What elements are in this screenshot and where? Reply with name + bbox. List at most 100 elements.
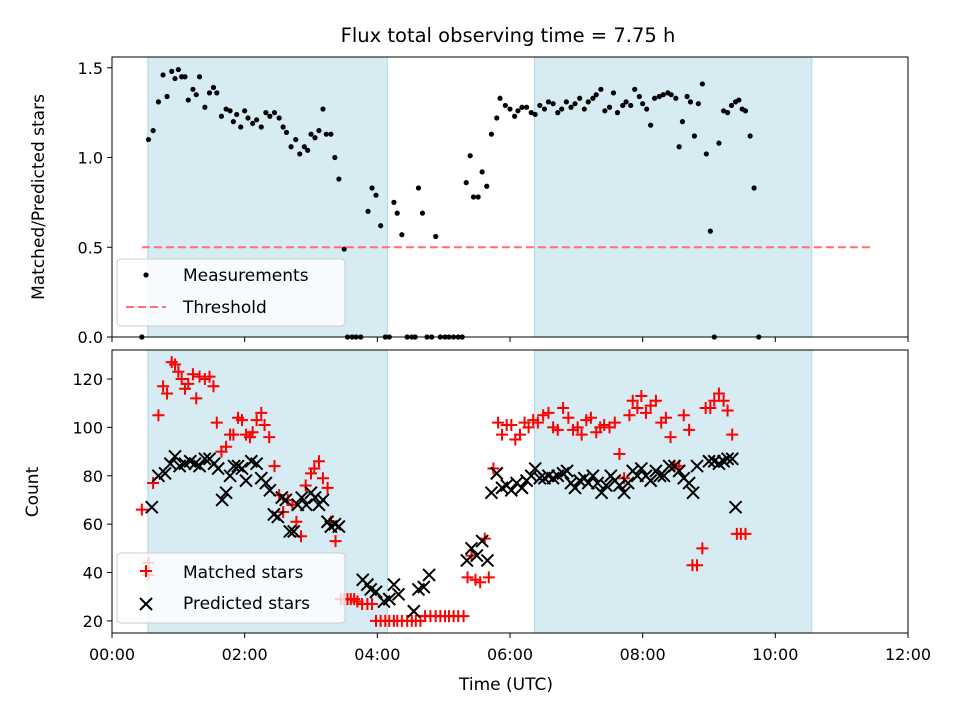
matched-star-point [626,394,639,407]
measurement-point [479,169,485,175]
ratio-panel: 0.0 0.5 1.0 1.5 Flux total observing time =… [29,24,909,347]
measurement-point [494,115,500,121]
matched-star-point [227,428,240,441]
measurement-point [581,106,587,112]
predicted-star-point [490,466,504,481]
measurement-point [164,93,170,100]
predicted-star-point [249,456,264,471]
matched-star-point [613,448,626,461]
predicted-star-point [612,478,627,493]
measurement-point [301,144,307,150]
matched-star-point [659,411,672,424]
measurement-point [632,86,638,92]
measurement-point [193,92,199,98]
measurement-point [507,106,513,112]
measurement-point [691,133,698,139]
measurement-point [523,104,530,110]
count-y-tick-label: 40 [83,564,103,583]
predicted-star-point [259,476,273,490]
predicted-star-point [599,478,613,493]
measurement-point [276,115,282,121]
measurement-point [267,113,273,119]
matched-star-point [513,428,526,441]
legend-label-threshold: Threshold [182,298,267,318]
ratio-legend-box [116,258,346,327]
measurement-point [497,95,503,101]
count-y-tick-label: 60 [83,515,103,534]
legend-marker-matched [140,565,152,577]
measurement-point [519,104,525,110]
legend-marker-predicted [139,597,153,611]
measurement-point [660,92,666,98]
predicted-star-point [287,524,301,539]
predicted-star-point [475,534,489,548]
measurement-point [593,92,599,98]
predicted-star-point [215,493,229,507]
predicted-star-point [686,486,700,500]
ratio-legend: Measurements Threshold [116,258,346,327]
matched-star-point [295,530,308,543]
measurement-point [373,192,379,198]
predicted-star-point [460,553,474,568]
measurement-point [652,95,658,101]
measurement-point [160,72,166,78]
measurement-point [227,108,233,114]
predicted-star-point [594,486,609,500]
measurement-point [598,86,604,92]
count-panel: 20 40 60 80 100 120 00:00 02:00 04:00 06:00 08:00… [23,349,931,695]
matched-star-point [457,610,470,623]
measurement-point [467,153,473,159]
measurement-point [559,106,565,112]
matched-star-point [210,416,223,429]
measurement-point [378,223,384,229]
matched-star-point [255,406,268,419]
count-y-axis-label: Count [23,466,43,517]
measurement-point [218,113,225,119]
x-axis-label: Time (UTC) [458,675,553,695]
count-y-tick-label: 120 [72,370,103,389]
x-tick-label: 08:00 [620,645,666,664]
matched-star-point [203,370,216,383]
measurement-point [724,110,731,116]
predicted-star-point [308,490,322,505]
measurement-point [512,113,518,119]
measurement-point [568,104,574,110]
predicted-star-point [283,524,297,539]
measurement-point [242,108,248,114]
matched-star-point [598,418,611,431]
measurement-point [245,115,251,121]
matched-star-point [608,416,621,429]
predicted-star-point [524,469,538,483]
matched-star-point [474,576,487,589]
measurement-point [640,101,646,107]
predicted-star-point [470,548,484,563]
matched-star-point [531,416,544,429]
matched-star-point [505,418,518,431]
measurement-point [206,90,213,96]
matched-star-point [182,377,195,390]
measurement-point [541,106,548,112]
predicted-star-point [480,553,495,568]
measurement-point [271,110,278,116]
matched-star-point [461,571,474,584]
ratio-y-axis-label: Matched/Predicted stars [29,94,49,300]
matched-star-point [321,481,334,494]
measurement-point [502,102,508,109]
matched-star-point [631,402,644,415]
predicted-star-point [239,473,253,488]
predicted-star-point [198,452,212,466]
predicted-star-point [211,461,225,476]
measurement-point [636,93,642,100]
matched-star-point [691,559,704,572]
measurement-point [628,102,634,109]
predicted-star-point [728,500,743,514]
measurement-point [323,131,329,137]
predicted-star-point [263,483,277,497]
measurement-point [488,131,495,137]
measurement-point [210,84,217,91]
legend-marker-measurements [143,272,149,278]
matched-star-point [496,428,509,441]
measurement-point [720,108,727,114]
measurement-point [175,66,181,73]
observing-window-ratio-2 [534,56,813,338]
